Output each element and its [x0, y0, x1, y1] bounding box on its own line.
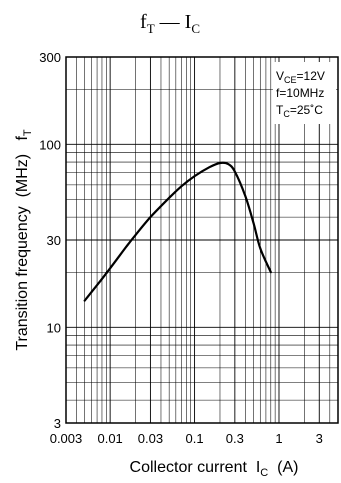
x-axis-symbol: I: [256, 459, 260, 476]
y-tick-label: 100: [39, 137, 61, 152]
grid-minor-y: [66, 88, 338, 401]
x-tick-label: 0.003: [50, 431, 83, 446]
annotation-line: f=10MHz: [276, 86, 324, 100]
y-tick-label: 300: [39, 50, 61, 65]
y-tick-label: 30: [47, 233, 61, 248]
annotation-text: =12V: [297, 69, 325, 83]
annotation-line: TC=25˚C: [276, 103, 323, 119]
annotation-subscript: C: [283, 109, 290, 119]
annotation-text: T: [276, 103, 284, 117]
x-axis-label-text: Collector current IC (A): [130, 459, 299, 479]
legend-box: [273, 62, 336, 124]
x-tick-label: 0.01: [97, 431, 122, 446]
y-axis-unit: (MHz): [14, 154, 31, 198]
y-axis-label-text: Transition frequency (MHz) fT: [14, 129, 34, 351]
x-axis-subscript: C: [260, 467, 268, 479]
title-symbol: f: [140, 11, 147, 33]
title-separator: —: [155, 11, 185, 33]
x-tick-label: 0.1: [186, 431, 204, 446]
chart-title: fT — IC: [140, 11, 200, 36]
title-subscript: C: [191, 21, 200, 36]
y-axis-label: Transition frequency (MHz) fT: [14, 129, 34, 351]
y-tick-label: 3: [54, 416, 61, 431]
plot-frame: [65, 56, 339, 424]
x-axis-label: Collector current IC (A): [130, 459, 299, 479]
annotation-line: VCE=12V: [276, 69, 325, 85]
annotation-text: V: [276, 69, 284, 83]
x-tick-label: 1: [275, 431, 282, 446]
title-text: fT — IC: [140, 11, 200, 36]
x-tick-label: 0.03: [138, 431, 163, 446]
x-tick-label: 0.3: [226, 431, 244, 446]
x-axis-title: Collector current: [130, 459, 248, 476]
annotation-text: f=10MHz: [276, 86, 324, 100]
series-line: [83, 161, 272, 302]
y-tick-label: 10: [47, 320, 61, 335]
y-axis-subscript: T: [22, 129, 34, 136]
x-axis-unit: (A): [277, 459, 298, 476]
y-axis-symbol: f: [14, 136, 31, 141]
title-subscript: T: [147, 21, 155, 36]
annotation-text: =25˚C: [290, 103, 323, 117]
x-tick-labels: 0.003 0.01 0.03 0.1 0.3 1 3: [50, 431, 323, 446]
y-axis-title: Transition frequency: [14, 206, 31, 350]
annotation-subscript: CE: [284, 75, 297, 85]
x-tick-label: 3: [316, 431, 323, 446]
title-symbol: I: [185, 11, 192, 33]
y-tick-labels: 3 10 30 100 300: [39, 50, 61, 431]
